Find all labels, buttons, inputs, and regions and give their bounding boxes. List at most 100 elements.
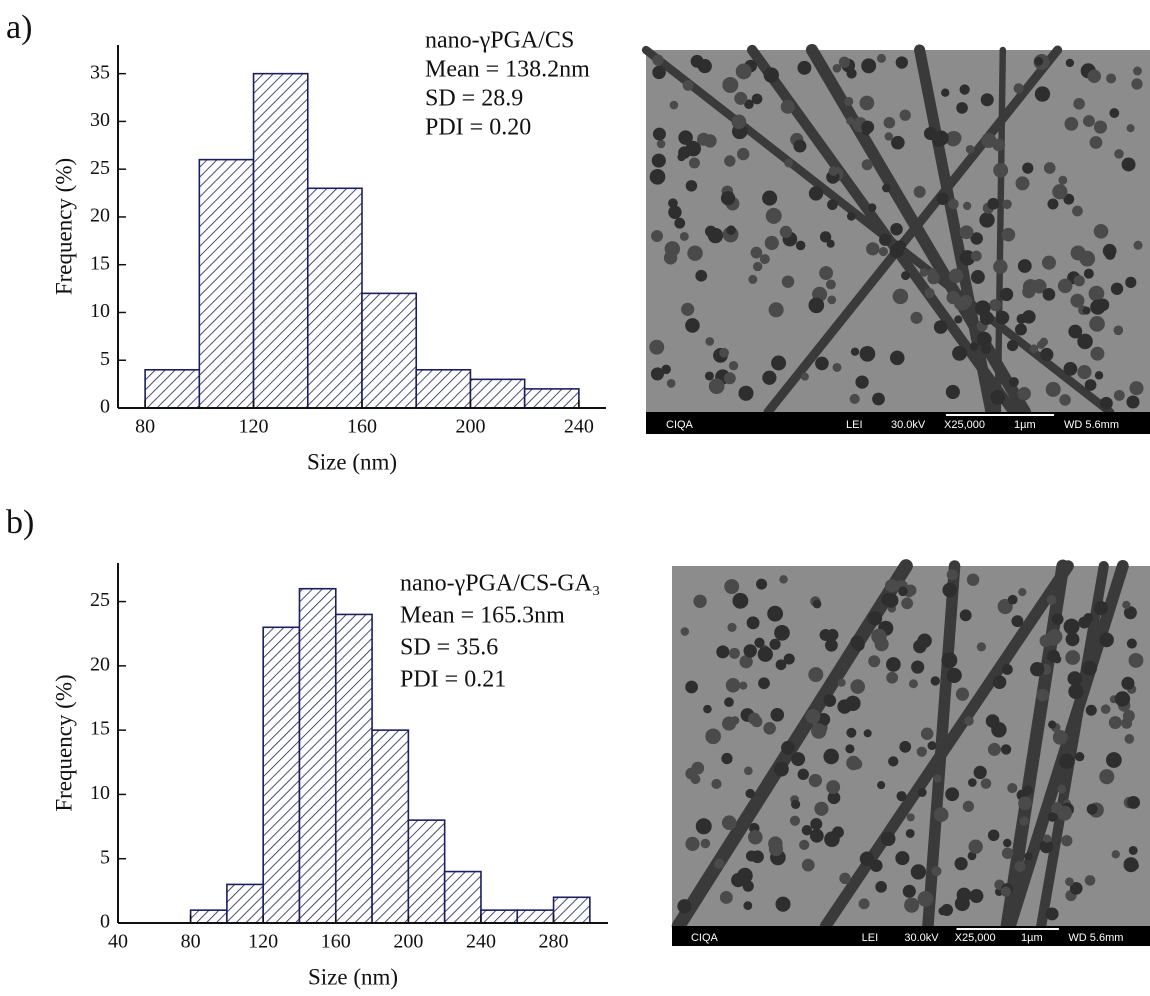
histogram-bar [189,909,228,924]
particle [780,99,795,114]
particle [954,297,968,311]
particle [781,275,795,288]
particle [1073,98,1085,110]
particle [744,99,754,110]
particle [990,390,1006,405]
particle [737,147,750,161]
particle [867,611,883,626]
particle [763,721,776,735]
particle [1022,162,1034,174]
particle [722,76,739,93]
particle [1081,660,1098,676]
particle [1065,58,1075,68]
particle [751,93,763,105]
particle [1051,613,1064,626]
particle [819,266,834,280]
histogram-bar [361,292,418,409]
particle [930,676,940,686]
particle [851,758,863,770]
particle [1058,175,1068,185]
particle [1039,337,1049,347]
particle [685,680,698,694]
particle [719,891,733,904]
particle [832,362,842,372]
particle [1133,66,1142,76]
particle [824,831,840,847]
particle [1113,325,1124,336]
particle [791,799,801,809]
y-tick-label: 5 [100,846,110,868]
particle [693,594,707,609]
particle [1084,379,1097,391]
particle [1077,333,1093,350]
particle [1057,805,1073,821]
y-tick-label: 10 [90,782,110,804]
x-tick-label: 40 [108,931,128,953]
particle [779,575,788,584]
particle [764,235,779,251]
particle [797,60,812,75]
y-axis-label: Frequency (%) [51,158,76,295]
particle [721,815,737,831]
particle [979,311,994,325]
particle [876,53,886,63]
particle [744,766,753,776]
particle [731,873,746,888]
particle [677,153,686,162]
particle [832,63,842,73]
y-tick-label: 20 [90,205,110,227]
particle [1127,796,1141,809]
particle [844,96,854,107]
particle [1086,803,1098,815]
particle [1078,616,1091,629]
panel-label: b) [6,504,34,541]
histogram-bar [334,613,373,924]
particle [708,378,725,395]
annotation: SD = 28.9 [425,86,523,112]
x-tick-label: 200 [455,416,485,438]
particle [789,815,801,826]
particle [1001,847,1014,859]
particle [906,813,915,822]
particle [917,633,932,648]
particle [668,198,678,209]
particle [837,678,846,687]
particle [1015,176,1030,191]
particle [726,225,736,235]
particle [735,63,752,80]
particle [872,392,885,406]
particle [924,287,935,299]
particle [1085,704,1097,716]
particle [863,729,872,738]
histogram-bar [552,896,591,924]
particle [886,657,901,672]
particle [703,704,712,714]
particle [894,240,906,252]
annotation: Mean = 165.3nm [400,603,565,629]
y-tick-label: 0 [100,396,110,418]
particle [1133,240,1143,250]
particle [867,203,877,212]
particle [1079,250,1096,267]
particle [1126,124,1135,133]
particle [1040,347,1054,362]
y-tick-label: 25 [90,589,110,611]
particle [1014,323,1027,336]
particle [980,778,992,789]
particle [932,135,944,148]
particle [861,159,873,171]
particle [775,659,787,671]
particle [1018,796,1032,811]
particle [901,597,914,610]
particle [979,212,995,228]
particle [661,364,671,375]
particle [1047,198,1059,210]
particle [1090,346,1105,361]
particle [763,67,779,83]
particle [685,140,702,157]
particle [757,646,773,662]
particle [899,741,912,753]
particle [866,242,880,256]
fiber [746,44,1019,418]
particle [680,627,690,636]
